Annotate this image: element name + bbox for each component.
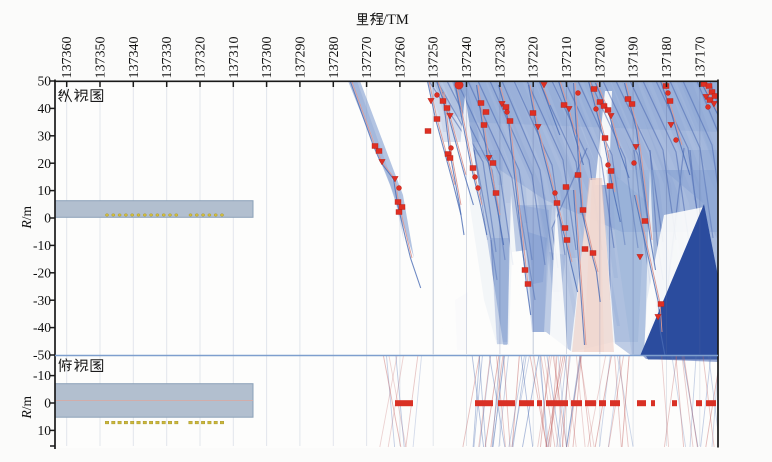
svg-text:30: 30 <box>38 128 52 143</box>
svg-text:137190: 137190 <box>627 37 642 79</box>
svg-text:137230: 137230 <box>493 37 508 79</box>
svg-text:137290: 137290 <box>293 37 308 79</box>
svg-text:137210: 137210 <box>560 37 575 79</box>
svg-text:137170: 137170 <box>693 37 708 79</box>
svg-text:137200: 137200 <box>593 37 608 79</box>
svg-text:137240: 137240 <box>460 37 475 79</box>
svg-text:137320: 137320 <box>194 37 209 79</box>
svg-text:137280: 137280 <box>327 37 342 79</box>
svg-text:-50: -50 <box>33 348 51 363</box>
svg-text:20: 20 <box>38 156 52 171</box>
svg-text:137260: 137260 <box>393 37 408 79</box>
svg-text:137180: 137180 <box>660 37 675 79</box>
svg-text:137340: 137340 <box>127 37 142 79</box>
svg-text:10: 10 <box>38 183 52 198</box>
svg-text:-10: -10 <box>33 368 51 383</box>
svg-text:137250: 137250 <box>427 37 442 79</box>
svg-text:137360: 137360 <box>60 37 75 79</box>
svg-text:R/m: R/m <box>19 205 34 229</box>
svg-text:-10: -10 <box>33 238 51 253</box>
svg-text:137330: 137330 <box>160 37 175 79</box>
svg-text:137300: 137300 <box>260 37 275 79</box>
svg-text:40: 40 <box>38 101 52 116</box>
svg-text:0: 0 <box>44 396 51 411</box>
svg-text:10: 10 <box>38 423 52 438</box>
svg-text:137350: 137350 <box>94 37 109 79</box>
svg-text:137270: 137270 <box>360 37 375 79</box>
svg-text:0: 0 <box>44 211 51 226</box>
svg-text:R/m: R/m <box>19 395 34 419</box>
svg-text:-30: -30 <box>33 293 51 308</box>
svg-text:/TM: /TM <box>383 12 409 28</box>
svg-text:137220: 137220 <box>527 37 542 79</box>
svg-text:-40: -40 <box>33 320 51 335</box>
svg-text:137310: 137310 <box>227 37 242 79</box>
svg-text:50: 50 <box>38 74 52 89</box>
svg-text:-20: -20 <box>33 265 51 280</box>
